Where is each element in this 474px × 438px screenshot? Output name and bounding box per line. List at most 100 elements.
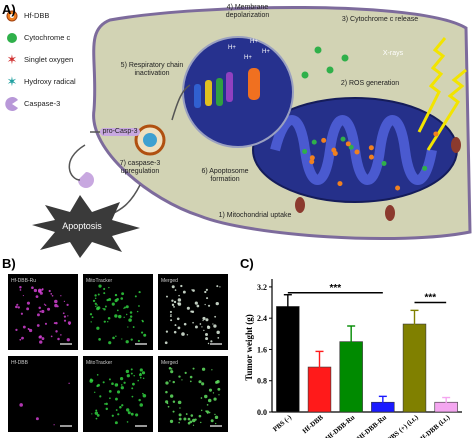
signal (185, 413, 188, 415)
signal (174, 289, 177, 291)
signal (207, 304, 211, 307)
signal (93, 391, 96, 394)
signal (190, 310, 193, 313)
step-label: 3) Cytochrome c release (341, 16, 419, 23)
micrograph-label: Merged (161, 360, 178, 366)
signal (26, 301, 30, 305)
particle (337, 181, 343, 187)
signal (139, 376, 142, 379)
signal (187, 421, 191, 425)
signal (214, 422, 217, 425)
signal (172, 400, 176, 403)
signal (183, 417, 187, 421)
particle (368, 154, 374, 160)
micrograph-label: Merged (161, 278, 178, 284)
micrograph (8, 356, 78, 432)
signal (47, 307, 51, 311)
signal (198, 380, 202, 384)
signal (171, 285, 175, 289)
signal (178, 375, 181, 378)
signal (139, 403, 143, 407)
signal (165, 381, 169, 385)
signal (132, 382, 135, 386)
particle (302, 149, 308, 155)
signal (53, 424, 55, 426)
signal (138, 373, 142, 377)
signal (19, 338, 22, 341)
protein (216, 78, 223, 106)
signal (120, 297, 124, 300)
signal (119, 377, 124, 381)
y-tick-label: 0.8 (257, 377, 267, 386)
y-tick-label: 1.6 (257, 345, 267, 354)
signal (104, 305, 107, 308)
signal (212, 392, 215, 394)
signal (214, 315, 217, 318)
particle (321, 137, 327, 143)
signal (135, 413, 139, 417)
signal (102, 381, 105, 384)
signal (39, 291, 43, 295)
signal (60, 334, 62, 336)
signal (173, 305, 175, 308)
signal (140, 331, 144, 334)
signal (170, 368, 173, 370)
signal (138, 290, 141, 294)
signal (105, 402, 108, 406)
signal (131, 387, 134, 390)
legend-label: Hydroxy radical (24, 77, 76, 86)
micrograph-label: Hf-DBB-Ru (11, 278, 36, 284)
signal (189, 380, 192, 383)
signal (38, 306, 41, 310)
signal (202, 319, 204, 322)
signal (19, 403, 23, 407)
signal (67, 315, 69, 317)
signal (118, 314, 122, 319)
signal (94, 302, 97, 305)
signal (107, 321, 109, 323)
signal (109, 397, 111, 400)
signal (204, 394, 208, 399)
x-tick-label: Hf-DBB (301, 413, 325, 435)
signal (22, 325, 26, 329)
signal (103, 287, 106, 290)
signal (108, 286, 110, 289)
signal (99, 395, 102, 398)
signal (63, 319, 67, 322)
signal (55, 330, 58, 333)
signal (94, 294, 97, 297)
proton-label: H+ (244, 55, 252, 61)
signal (116, 390, 121, 394)
signal (133, 375, 135, 377)
signal (166, 295, 168, 298)
micrograph-label: Hf-DBB (11, 360, 29, 366)
signal (108, 390, 112, 393)
signal (102, 307, 104, 310)
signal (201, 367, 206, 371)
signal (98, 284, 102, 288)
signal (200, 397, 203, 399)
signal (190, 414, 194, 417)
signal (126, 408, 130, 412)
signal (204, 290, 207, 294)
signal (44, 304, 47, 306)
panel-label: B) (2, 256, 16, 271)
signal (63, 315, 67, 318)
signal (97, 293, 100, 296)
legend-label: Cytochrome c (24, 33, 71, 42)
particle (348, 144, 354, 150)
signal (178, 294, 180, 297)
signal (108, 378, 111, 381)
micrograph-label: MitoTracker (86, 278, 113, 284)
signal (51, 294, 54, 297)
signal (114, 299, 118, 303)
signal (35, 295, 39, 299)
signal (173, 300, 177, 304)
signal (43, 303, 46, 305)
micrograph-label: MitoTracker (86, 360, 113, 366)
step-label: 2) ROS generation (340, 80, 400, 87)
protein (194, 84, 201, 108)
signal (194, 418, 197, 421)
signal (131, 395, 134, 398)
signal (125, 340, 129, 344)
